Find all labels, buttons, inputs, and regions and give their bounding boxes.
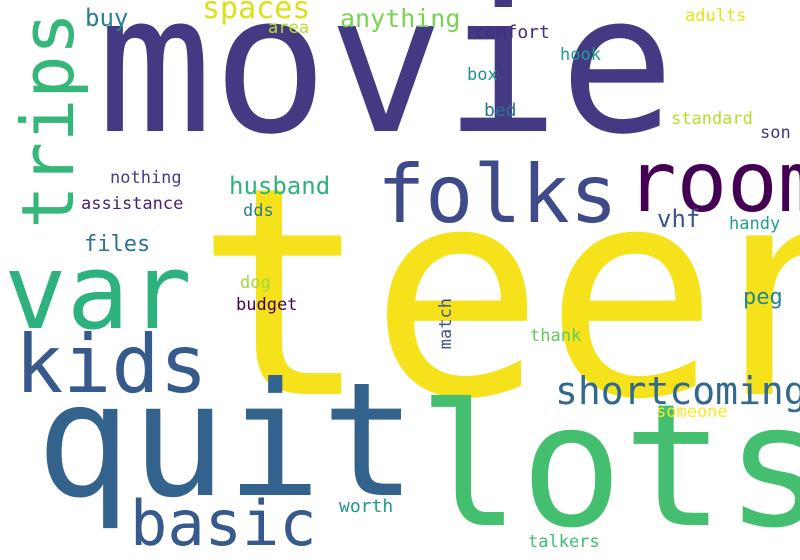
word-buy: buy bbox=[85, 4, 129, 32]
word-spaces: spaces bbox=[202, 0, 311, 26]
word-husband: husband bbox=[229, 172, 331, 200]
word-peg: peg bbox=[743, 285, 783, 310]
word-files: files bbox=[84, 232, 151, 257]
word-teen: teen bbox=[195, 126, 800, 463]
word-box: box bbox=[467, 65, 498, 85]
word-shortcoming: shortcoming bbox=[555, 369, 800, 413]
word-kids: kids bbox=[15, 318, 208, 411]
word-anything: anything bbox=[340, 4, 461, 33]
word-area: area bbox=[268, 18, 309, 38]
word-nothing: nothing bbox=[110, 168, 182, 188]
word-son: son bbox=[760, 123, 791, 143]
word-folks: folks bbox=[377, 148, 618, 241]
word-vhf: vhf bbox=[657, 205, 701, 233]
word-thank: thank bbox=[530, 326, 582, 346]
word-hook: hook bbox=[560, 45, 601, 65]
word-quit: quit bbox=[36, 349, 417, 533]
word-budget: budget bbox=[236, 295, 298, 315]
word-adults: adults bbox=[685, 6, 747, 26]
word-someone: someone bbox=[656, 402, 728, 422]
word-dds: dds bbox=[243, 201, 274, 221]
word-trips: trips bbox=[6, 12, 90, 229]
word-handy: handy bbox=[729, 214, 781, 234]
word-standard: standard bbox=[671, 109, 753, 129]
word-worth: worth bbox=[339, 496, 394, 517]
word-dog: dog bbox=[240, 273, 271, 293]
word-assistance: assistance bbox=[81, 194, 184, 214]
word-basic: basic bbox=[130, 487, 317, 560]
word-lots: lots bbox=[418, 368, 800, 560]
word-var: var bbox=[4, 231, 192, 353]
word-comfort: comfort bbox=[474, 22, 550, 43]
word-match: match bbox=[436, 298, 456, 350]
word-room: room bbox=[626, 133, 800, 231]
word-bed: bed bbox=[484, 100, 517, 121]
word-talkers: talkers bbox=[528, 532, 600, 552]
word-movie: movie bbox=[97, 0, 675, 177]
